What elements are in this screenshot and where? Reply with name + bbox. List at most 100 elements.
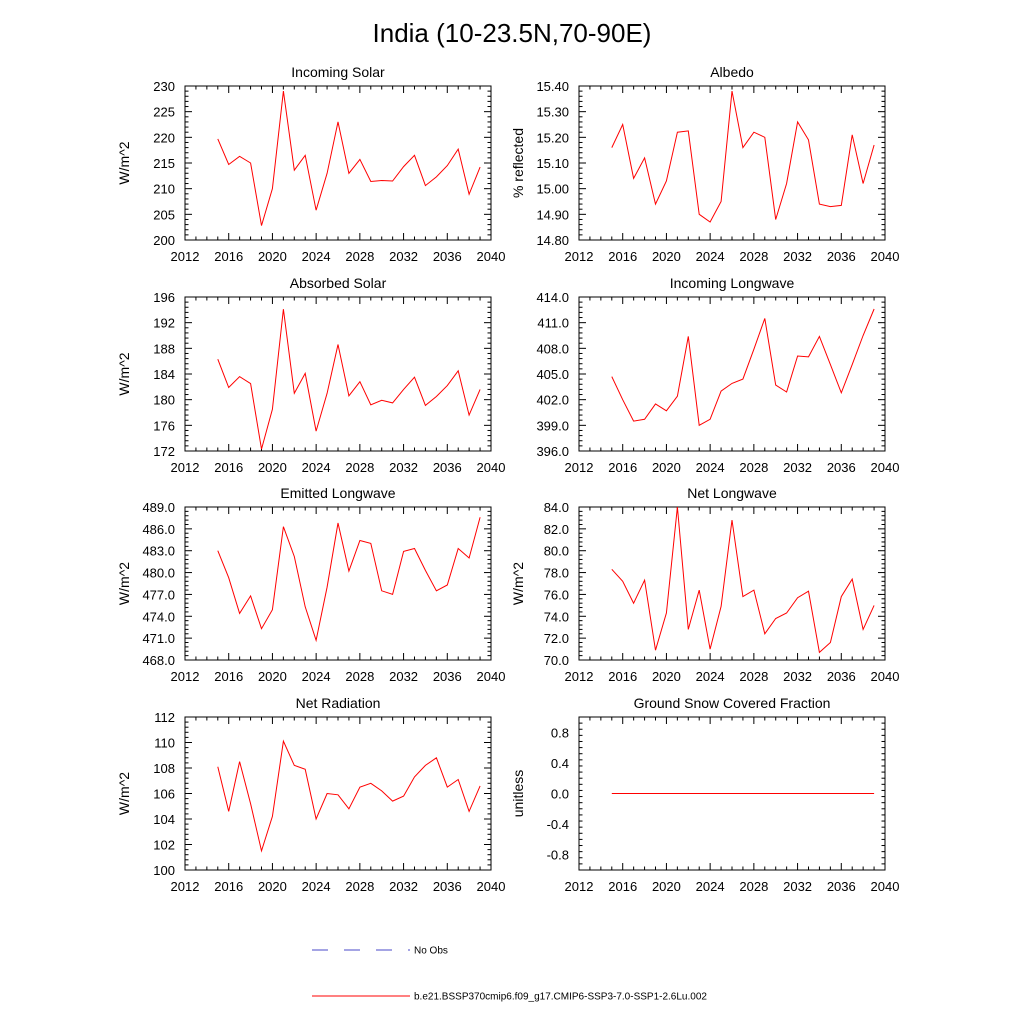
x-tick-label: 2012 (565, 879, 594, 894)
x-tick-label: 2020 (258, 879, 287, 894)
y-tick-label: 76.0 (544, 587, 569, 602)
y-tick-label: 14.80 (536, 233, 569, 248)
x-tick-label: 2032 (783, 879, 812, 894)
y-tick-label: 188 (153, 341, 175, 356)
series-line-absorbed-solar (217, 309, 481, 450)
y-tick-label: 205 (153, 207, 175, 222)
plot-frame (184, 716, 492, 871)
panels: Incoming Solar W/m^2 2012 2016 2020 2024 2028 2… (116, 64, 899, 894)
y-tick-label: 215 (153, 156, 175, 171)
y-tick-label: 172 (153, 444, 175, 459)
y-axis-label: unitless (510, 770, 526, 817)
panel-net-longwave: Net Longwave W/m^2 2012 2016 2020 2024 2028 203… (510, 485, 899, 684)
y-tick-label: 15.10 (536, 156, 569, 171)
x-tick-label: 2028 (345, 460, 374, 475)
x-tick-label: 2032 (389, 249, 418, 264)
y-tick-label: 184 (153, 367, 175, 382)
y-tick-label: 84.0 (544, 500, 569, 515)
y-axis-label: % reflected (510, 128, 526, 198)
x-tick-label: 2032 (783, 249, 812, 264)
x-tick-label: 2024 (696, 879, 725, 894)
x-tick-label: 2020 (652, 460, 681, 475)
x-tick-label: 2012 (171, 669, 200, 684)
x-tick-label: 2028 (739, 879, 768, 894)
x-tick-label: 2040 (477, 669, 506, 684)
series-line-albedo (611, 91, 875, 223)
y-tick-label: 15.20 (536, 130, 569, 145)
y-tick-label: 477.0 (142, 587, 175, 602)
y-tick-label: 399.0 (536, 418, 569, 433)
x-tick-label: 2016 (608, 879, 637, 894)
y-tick-label: 15.30 (536, 105, 569, 120)
y-axis-label: W/m^2 (116, 562, 132, 605)
x-tick-label: 2024 (302, 460, 331, 475)
y-tick-label: 483.0 (142, 544, 175, 559)
y-tick-label: 468.0 (142, 653, 175, 668)
panel-net-radiation: Net Radiation W/m^2 2012 2016 2020 2024 2028 20… (116, 695, 505, 894)
x-tick-label: 2036 (433, 460, 462, 475)
x-tick-label: 2020 (258, 669, 287, 684)
y-tick-label: 70.0 (544, 653, 569, 668)
y-tick-label: 210 (153, 182, 175, 197)
x-tick-label: 2024 (696, 249, 725, 264)
y-tick-label: 200 (153, 233, 175, 248)
x-tick-label: 2028 (739, 460, 768, 475)
x-tick-label: 2036 (827, 879, 856, 894)
x-tick-label: 2028 (345, 879, 374, 894)
x-tick-label: 2024 (302, 669, 331, 684)
x-tick-label: 2040 (477, 249, 506, 264)
y-axis-label: W/m^2 (116, 352, 132, 395)
y-axis-label: W/m^2 (510, 562, 526, 605)
series-line-emitted-longwave (217, 517, 481, 643)
x-tick-label: 2036 (827, 249, 856, 264)
plot-frame (578, 296, 886, 452)
y-tick-label: 15.40 (536, 79, 569, 94)
y-tick-label: 230 (153, 79, 175, 94)
y-tick-label: -0.8 (547, 848, 569, 863)
y-tick-label: 0.4 (551, 756, 569, 771)
x-tick-label: 2040 (477, 460, 506, 475)
x-tick-label: 2020 (652, 669, 681, 684)
x-tick-label: 2040 (871, 249, 900, 264)
x-tick-label: 2024 (302, 249, 331, 264)
panel-title: Ground Snow Covered Fraction (634, 695, 831, 711)
x-tick-label: 2016 (214, 460, 243, 475)
x-tick-label: 2024 (302, 879, 331, 894)
x-tick-label: 2028 (345, 249, 374, 264)
y-tick-label: 0.0 (551, 787, 569, 802)
y-tick-label: 471.0 (142, 631, 175, 646)
y-tick-label: 72.0 (544, 631, 569, 646)
x-tick-label: 2012 (171, 460, 200, 475)
y-tick-label: 402.0 (536, 393, 569, 408)
x-tick-label: 2020 (258, 460, 287, 475)
series-line-net-longwave (611, 506, 875, 654)
panel-incoming-solar: Incoming Solar W/m^2 2012 2016 2020 2024 2028 2… (116, 64, 505, 264)
y-tick-label: 414.0 (536, 290, 569, 305)
y-tick-label: 112 (154, 710, 175, 725)
plot-frame (578, 506, 886, 661)
x-tick-label: 2020 (652, 249, 681, 264)
y-tick-label: 405.0 (536, 367, 569, 382)
x-tick-label: 2028 (739, 249, 768, 264)
x-tick-label: 2012 (171, 879, 200, 894)
x-tick-label: 2016 (214, 669, 243, 684)
y-tick-label: 192 (153, 316, 175, 331)
x-tick-label: 2012 (565, 249, 594, 264)
x-tick-label: 2036 (827, 669, 856, 684)
x-tick-label: 2032 (783, 669, 812, 684)
y-tick-label: 396.0 (536, 444, 569, 459)
y-tick-label: 15.00 (536, 182, 569, 197)
x-tick-label: 2036 (433, 879, 462, 894)
legend-model-label: b.e21.BSSP370cmip6.f09_g17.CMIP6-SSP3-7.… (414, 992, 707, 1003)
y-tick-label: 225 (153, 105, 175, 120)
panel-title: Absorbed Solar (290, 275, 387, 291)
legend: No Obs b.e21.BSSP370cmip6.f09_g17.CMIP6-… (312, 946, 707, 1003)
series-line-net-radiation (217, 739, 481, 853)
y-tick-label: 486.0 (142, 522, 175, 537)
y-tick-label: 110 (154, 736, 175, 751)
x-tick-label: 2028 (345, 669, 374, 684)
y-tick-label: 480.0 (142, 566, 175, 581)
panel-title: Incoming Solar (291, 64, 385, 80)
x-tick-label: 2040 (871, 669, 900, 684)
